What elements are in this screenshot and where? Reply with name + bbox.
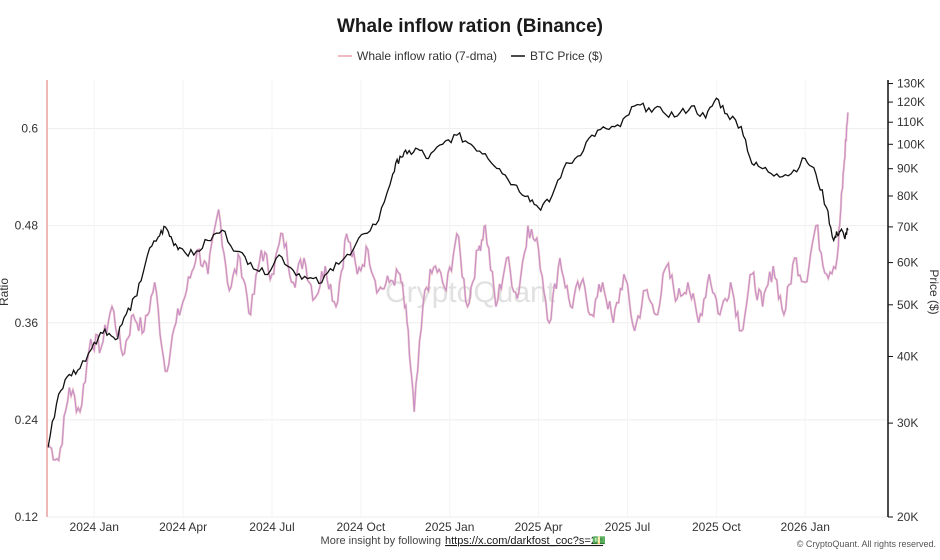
x-tick-label: 2024 Apr xyxy=(159,520,207,534)
legend-label-ratio[interactable]: Whale inflow ratio (7-dma) xyxy=(357,49,497,63)
grid xyxy=(48,80,887,518)
right-tick-label: 20K xyxy=(897,510,918,524)
footer-text: More insight by following xyxy=(321,535,441,547)
left-tick-label: 0.36 xyxy=(15,316,39,330)
left-tick-label: 0.6 xyxy=(21,122,38,136)
x-tick-label: 2025 Oct xyxy=(692,520,741,534)
left-tick-label: 0.12 xyxy=(15,510,39,524)
footer: More insight by following https://x.com/… xyxy=(321,535,936,549)
legend: Whale inflow ratio (7-dma) BTC Price ($) xyxy=(338,49,603,63)
right-axis-ticks: 20K 30K 40K 50K 60K 70K 80K 90K 100K 110K 120K 130K xyxy=(888,77,925,524)
series-layer xyxy=(47,97,849,463)
right-tick-label: 50K xyxy=(897,298,918,312)
right-axis-label: Price ($) xyxy=(927,269,940,314)
money-icon: 💵 xyxy=(592,535,606,547)
left-tick-label: 0.24 xyxy=(15,413,39,427)
left-axis-label: Ratio xyxy=(0,278,11,306)
left-tick-label: 0.48 xyxy=(15,219,39,233)
right-tick-label: 90K xyxy=(897,162,918,176)
x-tick-label: 2025 Jan xyxy=(425,520,474,534)
x-tick-label: 2024 Oct xyxy=(336,520,385,534)
right-tick-label: 60K xyxy=(897,256,918,270)
left-axis-ticks: 0.12 0.24 0.36 0.48 0.6 xyxy=(15,122,39,524)
x-tick-label: 2026 Jan xyxy=(781,520,830,534)
right-tick-label: 110K xyxy=(897,115,924,129)
btc-price-line[interactable] xyxy=(47,97,849,448)
right-tick-label: 40K xyxy=(897,349,918,363)
legend-label-price[interactable]: BTC Price ($) xyxy=(530,49,603,63)
right-tick-label: 30K xyxy=(897,416,918,430)
x-axis-ticks: 2024 Jan 2024 Apr 2024 Jul 2024 Oct 2025 Jan… xyxy=(70,520,830,534)
right-tick-label: 120K xyxy=(897,95,925,109)
x-tick-label: 2025 Apr xyxy=(515,520,563,534)
x-tick-label: 2024 Jul xyxy=(249,520,294,534)
right-tick-label: 130K xyxy=(897,77,925,91)
right-tick-label: 100K xyxy=(897,137,925,151)
ratio-line[interactable] xyxy=(47,112,849,462)
right-tick-label: 80K xyxy=(897,189,918,203)
footer-link[interactable]: https://x.com/darkfost_coc?s=21 xyxy=(445,535,603,547)
copyright: © CryptoQuant. All rights reserved. xyxy=(797,539,936,549)
x-tick-label: 2024 Jan xyxy=(70,520,119,534)
right-tick-label: 70K xyxy=(897,220,918,234)
chart-title: Whale inflow ration (Binance) xyxy=(337,16,603,37)
x-tick-label: 2025 Jul xyxy=(605,520,650,534)
